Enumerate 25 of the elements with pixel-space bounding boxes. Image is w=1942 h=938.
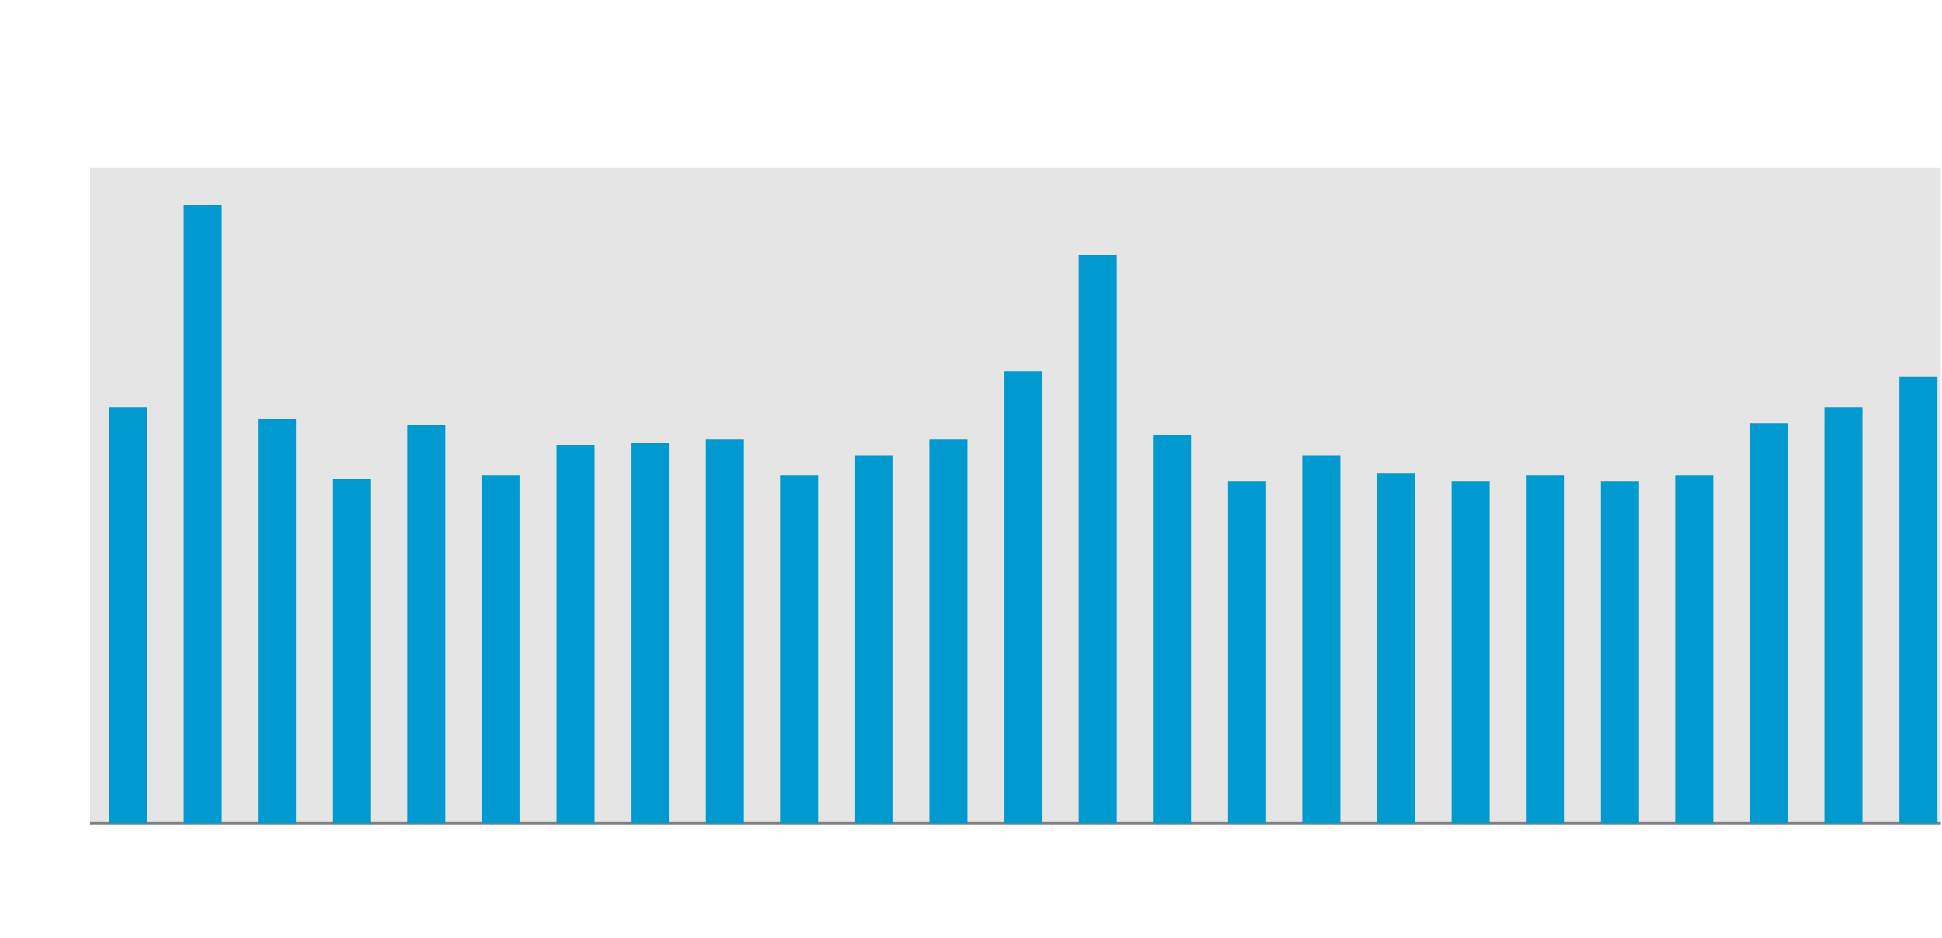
bar [929, 439, 968, 824]
bar [407, 425, 446, 824]
bar [705, 439, 744, 824]
bar [1227, 481, 1266, 824]
bar [1899, 377, 1938, 824]
bar [1004, 371, 1043, 824]
bar [1153, 435, 1192, 824]
bar [183, 205, 222, 824]
bar [1451, 481, 1490, 824]
bar [1302, 455, 1341, 824]
bar [854, 455, 893, 824]
bar [780, 475, 819, 824]
bar [1526, 475, 1565, 824]
bar [631, 443, 670, 824]
bar [258, 419, 297, 824]
bar [108, 407, 147, 824]
bar [1377, 473, 1415, 824]
bar [332, 479, 371, 824]
bar [1078, 255, 1117, 824]
bar [1824, 407, 1863, 824]
bar [1749, 423, 1788, 824]
bar [1675, 475, 1714, 824]
bar [481, 475, 520, 824]
bar [1600, 481, 1639, 824]
bar [556, 445, 595, 824]
